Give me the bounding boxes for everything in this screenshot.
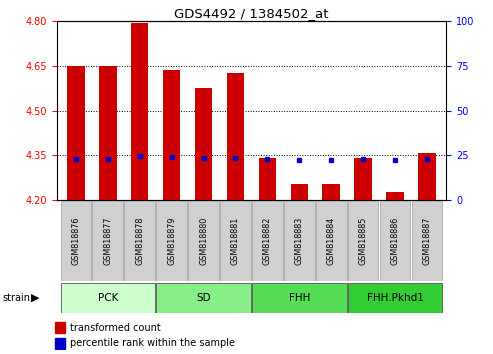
Bar	[156, 201, 187, 281]
Title: GDS4492 / 1384502_at: GDS4492 / 1384502_at	[174, 7, 329, 20]
Bar	[99, 66, 116, 200]
Text: GSM818883: GSM818883	[295, 217, 304, 265]
Text: GSM818881: GSM818881	[231, 217, 240, 265]
Text: GSM818885: GSM818885	[359, 217, 368, 265]
Bar	[354, 158, 372, 200]
Bar	[163, 69, 180, 200]
Text: GSM818887: GSM818887	[423, 217, 431, 265]
Text: SD: SD	[196, 293, 211, 303]
Bar	[259, 158, 276, 200]
Bar	[131, 23, 148, 200]
Bar	[380, 201, 410, 281]
Bar	[290, 184, 308, 200]
Bar	[412, 201, 442, 281]
Bar	[387, 192, 404, 200]
Bar	[156, 283, 251, 313]
Text: strain: strain	[2, 293, 31, 303]
Text: GSM818876: GSM818876	[71, 217, 80, 265]
Bar	[220, 201, 251, 281]
Bar	[55, 322, 65, 333]
Bar	[61, 283, 155, 313]
Bar	[348, 283, 442, 313]
Text: GSM818884: GSM818884	[327, 217, 336, 265]
Text: GSM818882: GSM818882	[263, 217, 272, 265]
Bar	[67, 66, 85, 200]
Text: GSM818880: GSM818880	[199, 217, 208, 265]
Bar	[316, 201, 347, 281]
Text: GSM818879: GSM818879	[167, 217, 176, 266]
Bar	[188, 201, 219, 281]
Text: PCK: PCK	[98, 293, 118, 303]
Bar	[322, 184, 340, 200]
Bar	[227, 73, 244, 200]
Text: GSM818878: GSM818878	[135, 217, 144, 265]
Text: ▶: ▶	[31, 293, 39, 303]
Bar	[195, 88, 212, 200]
Bar	[418, 153, 436, 200]
Bar	[55, 338, 65, 349]
Bar	[284, 201, 315, 281]
Text: percentile rank within the sample: percentile rank within the sample	[70, 338, 235, 348]
Bar	[252, 201, 282, 281]
Text: FHH.Pkhd1: FHH.Pkhd1	[367, 293, 423, 303]
Bar	[61, 201, 91, 281]
Bar	[348, 201, 379, 281]
Bar	[124, 201, 155, 281]
Bar	[252, 283, 347, 313]
Text: GSM818886: GSM818886	[390, 217, 400, 265]
Text: transformed count: transformed count	[70, 322, 161, 332]
Text: GSM818877: GSM818877	[103, 217, 112, 266]
Text: FHH: FHH	[288, 293, 310, 303]
Bar	[93, 201, 123, 281]
